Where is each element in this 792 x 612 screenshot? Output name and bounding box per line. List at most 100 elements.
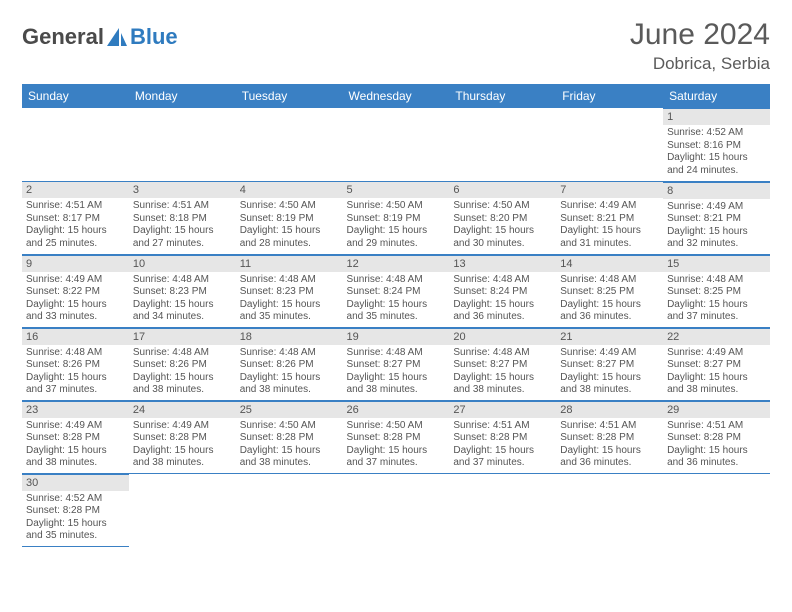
sunrise-text: Sunrise: 4:49 AM (667, 347, 766, 360)
sunrise-text: Sunrise: 4:51 AM (133, 200, 232, 213)
logo: General Blue (22, 24, 178, 50)
day-details: Sunrise: 4:48 AMSunset: 8:27 PMDaylight:… (449, 345, 556, 400)
calendar-cell: 3Sunrise: 4:51 AMSunset: 8:18 PMDaylight… (129, 181, 236, 254)
day-number: 26 (343, 401, 450, 418)
day-number: 28 (556, 401, 663, 418)
sunset-text: Sunset: 8:27 PM (453, 359, 552, 372)
sunrise-text: Sunrise: 4:48 AM (347, 347, 446, 360)
calendar-row: 23Sunrise: 4:49 AMSunset: 8:28 PMDayligh… (22, 400, 770, 473)
day-details: Sunrise: 4:50 AMSunset: 8:19 PMDaylight:… (236, 198, 343, 253)
sunset-text: Sunset: 8:17 PM (26, 213, 125, 226)
day-number: 11 (236, 255, 343, 272)
calendar-cell: 30Sunrise: 4:52 AMSunset: 8:28 PMDayligh… (22, 473, 129, 546)
daylight-text: Daylight: 15 hours and 38 minutes. (26, 445, 125, 470)
day-number: 15 (663, 255, 770, 272)
sunset-text: Sunset: 8:26 PM (133, 359, 232, 372)
daylight-text: Daylight: 15 hours and 38 minutes. (667, 372, 766, 397)
calendar-cell: 7Sunrise: 4:49 AMSunset: 8:21 PMDaylight… (556, 181, 663, 254)
day-number: 9 (22, 255, 129, 272)
day-number: 2 (22, 181, 129, 198)
sunrise-text: Sunrise: 4:51 AM (26, 200, 125, 213)
calendar-table: Sunday Monday Tuesday Wednesday Thursday… (22, 84, 770, 547)
sunrise-text: Sunrise: 4:49 AM (133, 420, 232, 433)
day-header: Saturday (663, 84, 770, 108)
calendar-cell: 22Sunrise: 4:49 AMSunset: 8:27 PMDayligh… (663, 327, 770, 400)
calendar-cell: 27Sunrise: 4:51 AMSunset: 8:28 PMDayligh… (449, 400, 556, 473)
daylight-text: Daylight: 15 hours and 38 minutes. (240, 445, 339, 470)
day-number: 1 (663, 108, 770, 125)
daylight-text: Daylight: 15 hours and 36 minutes. (453, 299, 552, 324)
daylight-text: Daylight: 15 hours and 37 minutes. (453, 445, 552, 470)
day-number: 23 (22, 401, 129, 418)
sunset-text: Sunset: 8:27 PM (667, 359, 766, 372)
day-details: Sunrise: 4:51 AMSunset: 8:28 PMDaylight:… (556, 418, 663, 473)
day-details: Sunrise: 4:48 AMSunset: 8:27 PMDaylight:… (343, 345, 450, 400)
daylight-text: Daylight: 15 hours and 35 minutes. (26, 518, 125, 543)
day-number: 25 (236, 401, 343, 418)
day-details: Sunrise: 4:51 AMSunset: 8:17 PMDaylight:… (22, 198, 129, 253)
day-details: Sunrise: 4:49 AMSunset: 8:28 PMDaylight:… (22, 418, 129, 473)
calendar-cell (236, 108, 343, 181)
day-details: Sunrise: 4:51 AMSunset: 8:28 PMDaylight:… (449, 418, 556, 473)
sunset-text: Sunset: 8:26 PM (240, 359, 339, 372)
day-details: Sunrise: 4:48 AMSunset: 8:23 PMDaylight:… (236, 272, 343, 327)
day-number: 27 (449, 401, 556, 418)
sunrise-text: Sunrise: 4:48 AM (347, 274, 446, 287)
day-details: Sunrise: 4:50 AMSunset: 8:28 PMDaylight:… (236, 418, 343, 473)
day-details: Sunrise: 4:51 AMSunset: 8:28 PMDaylight:… (663, 418, 770, 473)
title-block: June 2024 Dobrica, Serbia (630, 18, 770, 74)
calendar-cell (556, 473, 663, 546)
sunset-text: Sunset: 8:27 PM (560, 359, 659, 372)
sunrise-text: Sunrise: 4:48 AM (240, 347, 339, 360)
calendar-cell: 17Sunrise: 4:48 AMSunset: 8:26 PMDayligh… (129, 327, 236, 400)
daylight-text: Daylight: 15 hours and 37 minutes. (347, 445, 446, 470)
daylight-text: Daylight: 15 hours and 34 minutes. (133, 299, 232, 324)
sunset-text: Sunset: 8:25 PM (667, 286, 766, 299)
calendar-cell (343, 108, 450, 181)
daylight-text: Daylight: 15 hours and 38 minutes. (453, 372, 552, 397)
sunrise-text: Sunrise: 4:48 AM (133, 347, 232, 360)
sunset-text: Sunset: 8:20 PM (453, 213, 552, 226)
calendar-cell: 13Sunrise: 4:48 AMSunset: 8:24 PMDayligh… (449, 254, 556, 327)
day-number: 30 (22, 474, 129, 491)
calendar-cell: 8Sunrise: 4:49 AMSunset: 8:21 PMDaylight… (663, 181, 770, 254)
sunrise-text: Sunrise: 4:49 AM (26, 274, 125, 287)
sunset-text: Sunset: 8:21 PM (667, 213, 766, 226)
sunset-text: Sunset: 8:16 PM (667, 140, 766, 153)
sunrise-text: Sunrise: 4:48 AM (560, 274, 659, 287)
day-header-row: Sunday Monday Tuesday Wednesday Thursday… (22, 84, 770, 108)
calendar-cell (129, 473, 236, 546)
daylight-text: Daylight: 15 hours and 36 minutes. (560, 299, 659, 324)
day-header: Wednesday (343, 84, 450, 108)
calendar-cell: 9Sunrise: 4:49 AMSunset: 8:22 PMDaylight… (22, 254, 129, 327)
calendar-cell (449, 473, 556, 546)
calendar-cell: 14Sunrise: 4:48 AMSunset: 8:25 PMDayligh… (556, 254, 663, 327)
calendar-cell: 28Sunrise: 4:51 AMSunset: 8:28 PMDayligh… (556, 400, 663, 473)
sunset-text: Sunset: 8:25 PM (560, 286, 659, 299)
header: General Blue June 2024 Dobrica, Serbia (22, 18, 770, 74)
sunset-text: Sunset: 8:23 PM (240, 286, 339, 299)
calendar-row: 1Sunrise: 4:52 AMSunset: 8:16 PMDaylight… (22, 108, 770, 181)
sunset-text: Sunset: 8:24 PM (453, 286, 552, 299)
day-number: 16 (22, 328, 129, 345)
day-details: Sunrise: 4:49 AMSunset: 8:21 PMDaylight:… (663, 199, 770, 254)
sunrise-text: Sunrise: 4:48 AM (240, 274, 339, 287)
day-details: Sunrise: 4:48 AMSunset: 8:24 PMDaylight:… (449, 272, 556, 327)
day-number: 22 (663, 328, 770, 345)
daylight-text: Daylight: 15 hours and 25 minutes. (26, 225, 125, 250)
day-number: 5 (343, 181, 450, 198)
calendar-cell: 12Sunrise: 4:48 AMSunset: 8:24 PMDayligh… (343, 254, 450, 327)
sunset-text: Sunset: 8:21 PM (560, 213, 659, 226)
calendar-cell (343, 473, 450, 546)
calendar-row: 9Sunrise: 4:49 AMSunset: 8:22 PMDaylight… (22, 254, 770, 327)
day-details: Sunrise: 4:50 AMSunset: 8:20 PMDaylight:… (449, 198, 556, 253)
calendar-cell: 25Sunrise: 4:50 AMSunset: 8:28 PMDayligh… (236, 400, 343, 473)
daylight-text: Daylight: 15 hours and 32 minutes. (667, 226, 766, 251)
sunrise-text: Sunrise: 4:49 AM (26, 420, 125, 433)
day-details: Sunrise: 4:49 AMSunset: 8:27 PMDaylight:… (663, 345, 770, 400)
daylight-text: Daylight: 15 hours and 31 minutes. (560, 225, 659, 250)
daylight-text: Daylight: 15 hours and 38 minutes. (133, 372, 232, 397)
day-number: 4 (236, 181, 343, 198)
calendar-cell (449, 108, 556, 181)
day-number: 10 (129, 255, 236, 272)
